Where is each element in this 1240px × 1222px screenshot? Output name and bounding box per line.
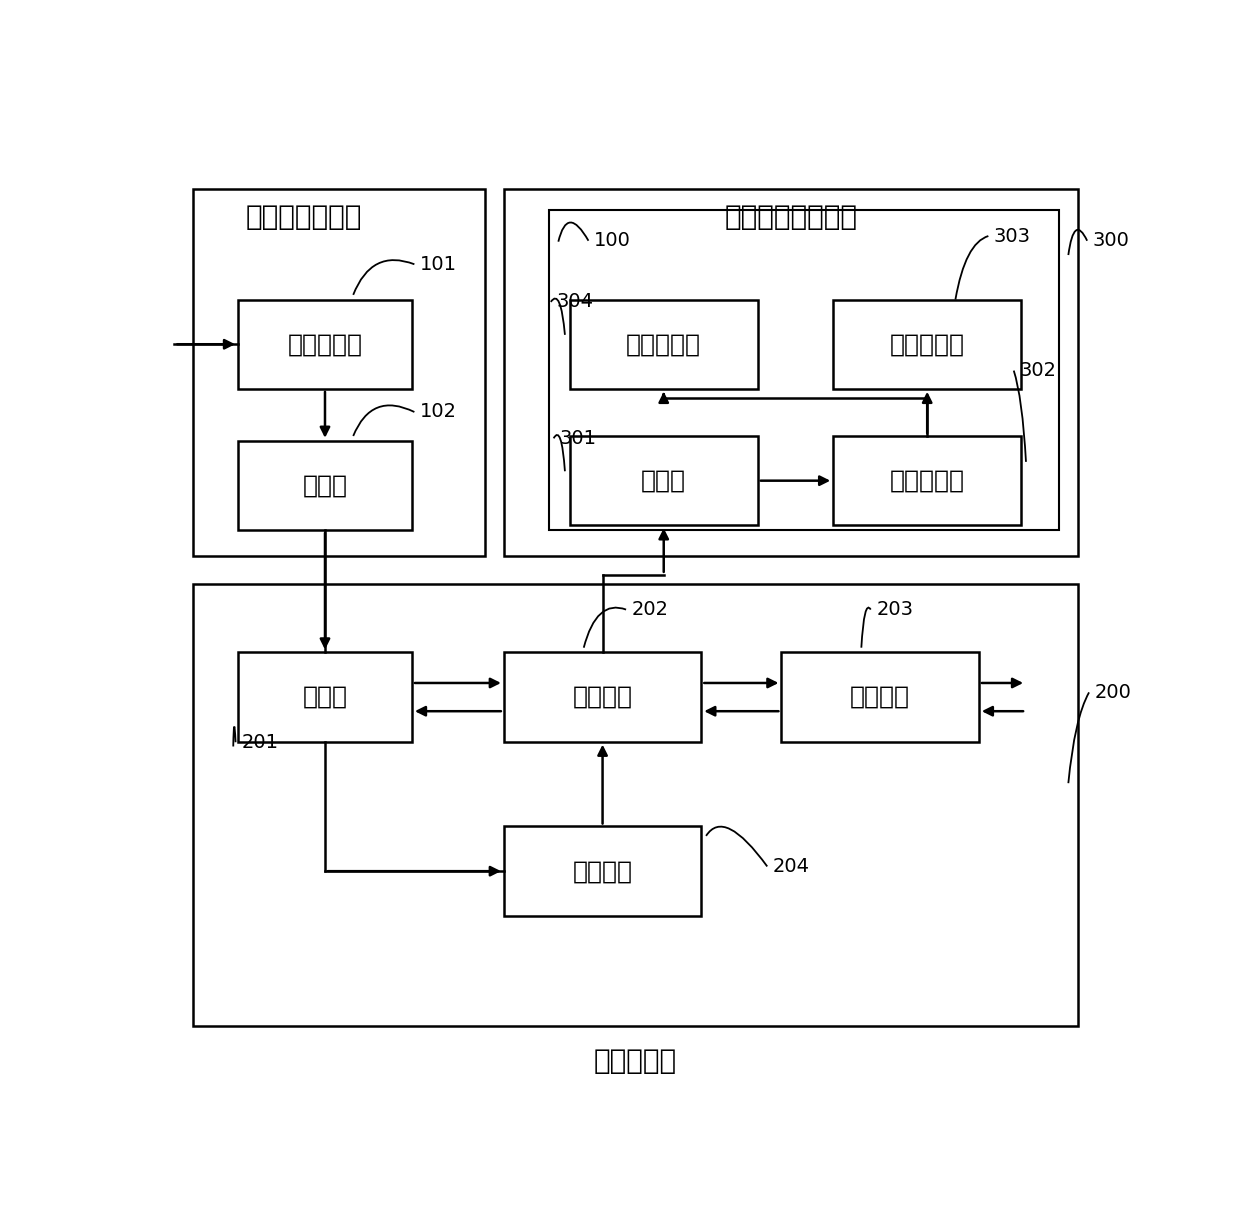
Bar (193, 189, 485, 556)
Text: 302: 302 (1019, 360, 1056, 380)
Text: 300: 300 (1092, 231, 1130, 251)
Bar (569, 299, 758, 389)
Bar (503, 826, 702, 915)
Bar (781, 653, 978, 742)
Text: 201: 201 (242, 733, 278, 752)
Text: 接收机: 接收机 (641, 469, 686, 492)
Text: 发射机: 发射机 (303, 473, 347, 497)
Text: 双工器: 双工器 (303, 686, 347, 709)
Text: 数据处理器: 数据处理器 (889, 332, 965, 357)
Text: 304: 304 (557, 292, 594, 312)
Bar (193, 584, 1078, 1026)
Bar (238, 653, 412, 742)
Text: 203: 203 (877, 600, 914, 620)
Text: 200: 200 (1095, 683, 1132, 701)
Text: 信号产生器: 信号产生器 (288, 332, 362, 357)
Text: 认知处理器: 认知处理器 (626, 332, 702, 357)
Text: 旋转装置: 旋转装置 (573, 859, 632, 884)
Text: 信号发射子系统: 信号发射子系统 (246, 203, 362, 231)
Text: 信号处理器: 信号处理器 (889, 469, 965, 492)
Bar (503, 653, 702, 742)
Bar (238, 299, 412, 389)
Text: 聚束装置: 聚束装置 (851, 686, 910, 709)
Text: 天线子系统: 天线子系统 (594, 1047, 677, 1075)
Bar (569, 436, 758, 525)
Bar (503, 189, 1078, 556)
Text: 204: 204 (773, 857, 810, 876)
Bar (549, 210, 1059, 529)
Text: 100: 100 (594, 231, 631, 251)
Text: 102: 102 (420, 402, 458, 422)
Text: 101: 101 (420, 254, 458, 274)
Text: 202: 202 (631, 600, 668, 620)
Text: 收发天线: 收发天线 (573, 686, 632, 709)
Text: 信号接收机子系统: 信号接收机子系统 (724, 203, 857, 231)
Bar (833, 436, 1022, 525)
Text: 303: 303 (994, 226, 1030, 246)
Bar (238, 441, 412, 530)
Text: 301: 301 (559, 429, 596, 447)
Bar (833, 299, 1022, 389)
